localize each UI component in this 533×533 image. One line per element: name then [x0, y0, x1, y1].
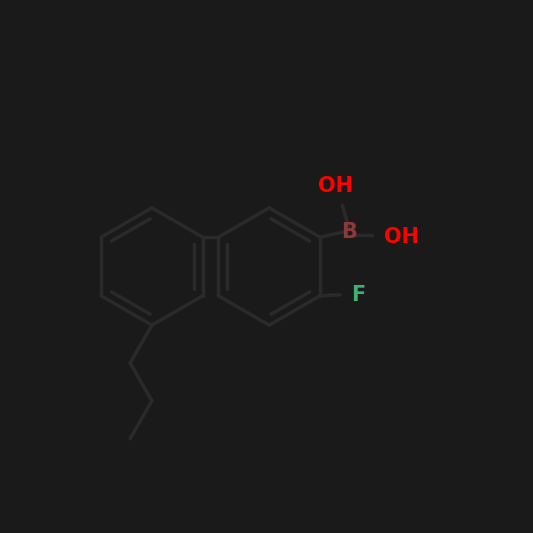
Text: OH: OH — [384, 227, 419, 247]
Text: B: B — [341, 222, 357, 242]
Text: F: F — [351, 285, 365, 305]
Text: OH: OH — [318, 175, 353, 196]
